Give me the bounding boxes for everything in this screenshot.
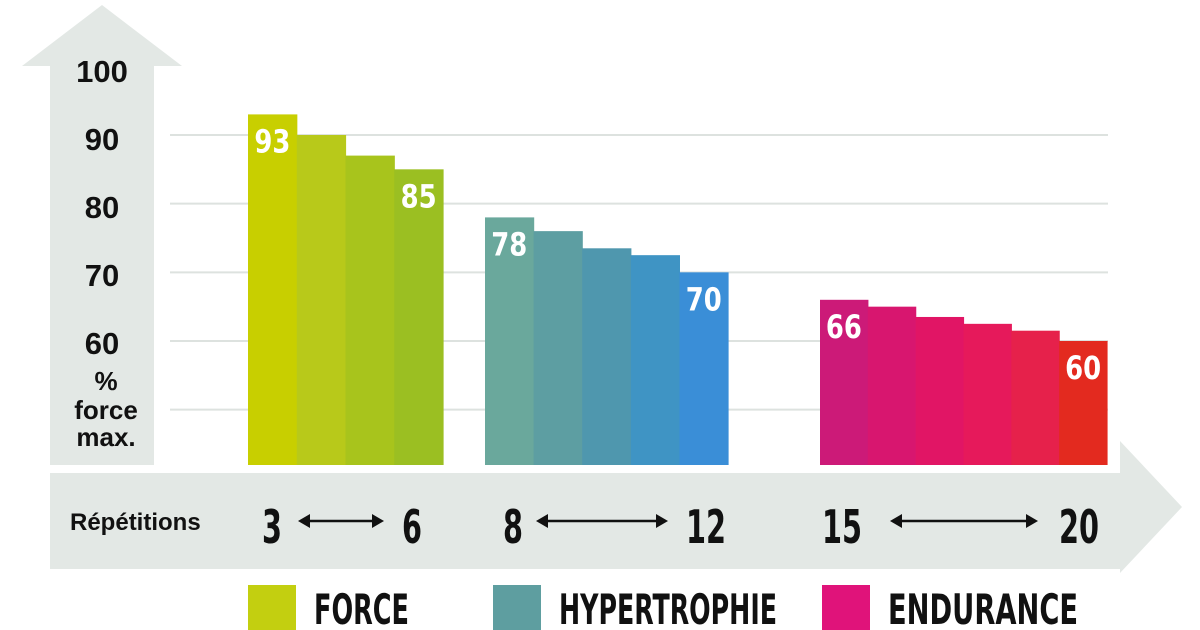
y-tick-label: 60 bbox=[85, 326, 119, 361]
range-arrow-head-right bbox=[656, 514, 668, 528]
y-axis-label-line: max. bbox=[76, 422, 135, 452]
bar bbox=[867, 306, 917, 465]
bar bbox=[963, 323, 1012, 465]
y-axis-arrow bbox=[22, 5, 182, 465]
x-axis-label: Répétitions bbox=[70, 509, 201, 536]
legend-label: ENDURANCE bbox=[888, 585, 1078, 630]
y-tick-label: 90 bbox=[85, 122, 119, 157]
range-arrow-head-right bbox=[1026, 514, 1038, 528]
bar bbox=[1059, 341, 1108, 465]
y-tick-label: 80 bbox=[85, 190, 119, 225]
bar bbox=[582, 248, 632, 465]
bar bbox=[485, 217, 535, 465]
bar-value-label: 93 bbox=[254, 122, 290, 160]
y-axis-label-line: % bbox=[94, 366, 117, 396]
y-tick-label: 100 bbox=[76, 54, 128, 89]
y-tick-label: 70 bbox=[85, 258, 119, 293]
bar bbox=[630, 255, 680, 465]
range-arrow-head-right bbox=[372, 514, 384, 528]
axis-arrows bbox=[22, 5, 1182, 573]
bar bbox=[394, 169, 444, 465]
bar bbox=[679, 272, 729, 465]
legend-swatch bbox=[493, 585, 541, 630]
bar bbox=[296, 134, 347, 465]
bar bbox=[345, 155, 395, 465]
range-arrow-head-left bbox=[298, 514, 310, 528]
y-axis-label-line: force bbox=[74, 395, 138, 425]
bar bbox=[1011, 330, 1060, 465]
legend: FORCE HYPERTROPHIE ENDURANCE bbox=[248, 585, 1078, 630]
bar-value-label: 60 bbox=[1065, 349, 1101, 387]
legend-swatch bbox=[248, 585, 296, 630]
legend-label: FORCE bbox=[314, 585, 409, 630]
x-axis-arrow bbox=[50, 441, 1182, 573]
bar-value-label: 78 bbox=[491, 225, 527, 263]
legend-swatch bbox=[822, 585, 870, 630]
x-range-number: 6 bbox=[402, 500, 422, 554]
bars: 93 85 78 70 66 60 bbox=[248, 114, 1108, 466]
range-arrow-head-left bbox=[890, 514, 902, 528]
bar bbox=[248, 114, 298, 466]
x-range-number: 12 bbox=[686, 500, 726, 554]
bar-value-label: 66 bbox=[826, 308, 862, 346]
bar bbox=[533, 231, 583, 465]
legend-label: HYPERTROPHIE bbox=[559, 585, 777, 630]
bar-value-label: 70 bbox=[686, 280, 722, 318]
x-range-number: 3 bbox=[262, 500, 282, 554]
bar-value-label: 85 bbox=[401, 177, 437, 215]
range-arrow-head-left bbox=[536, 514, 548, 528]
bar bbox=[915, 316, 965, 465]
x-range-number: 20 bbox=[1059, 500, 1099, 554]
x-range-number: 8 bbox=[503, 500, 523, 554]
x-range-number: 15 bbox=[822, 500, 862, 554]
x-axis-repetitions: Répétitions 3 6 8 12 15 20 bbox=[70, 500, 1099, 554]
bar bbox=[820, 299, 869, 465]
y-axis-ticks: 60 70 80 90 100 bbox=[76, 54, 128, 361]
